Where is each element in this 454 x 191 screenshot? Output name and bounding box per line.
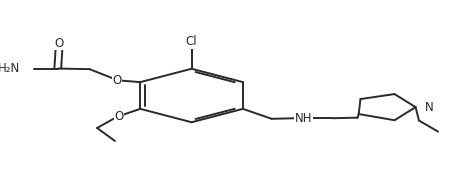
Text: Cl: Cl bbox=[186, 35, 197, 48]
Text: O: O bbox=[54, 37, 64, 50]
Text: N: N bbox=[425, 101, 434, 114]
Text: O: O bbox=[114, 110, 124, 123]
Text: O: O bbox=[113, 74, 122, 87]
Text: NH: NH bbox=[295, 112, 312, 125]
Text: H₂N: H₂N bbox=[0, 62, 20, 75]
